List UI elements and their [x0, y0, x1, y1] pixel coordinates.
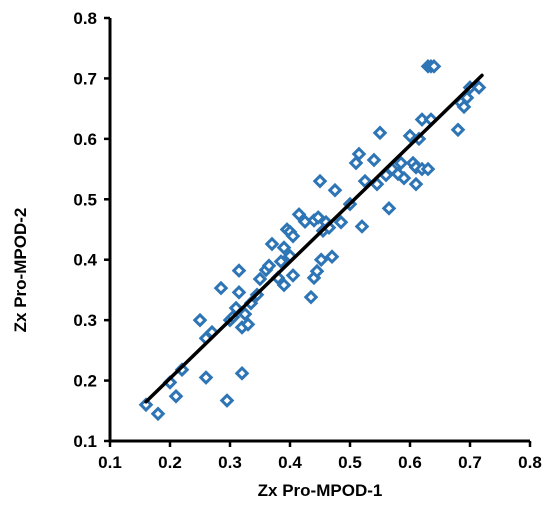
- y-tick-label: 0.5: [73, 190, 97, 209]
- data-point-marker: [381, 201, 397, 216]
- data-point-marker: [366, 152, 382, 168]
- x-tick-label: 0.2: [158, 453, 182, 472]
- data-point-marker: [138, 397, 154, 413]
- y-axis-title: Zx Pro-MPOD-2: [11, 208, 30, 333]
- data-point-marker: [261, 258, 277, 274]
- trend-line: [144, 73, 484, 404]
- data-point-marker: [420, 161, 436, 177]
- data-point-marker: [450, 122, 466, 138]
- y-tick-marks: [104, 16, 110, 443]
- x-tick-label: 0.6: [398, 453, 422, 472]
- x-tick-marks: [108, 441, 532, 447]
- data-point-marker: [276, 277, 292, 293]
- x-tick-label: 0.1: [98, 453, 122, 472]
- data-point-marker: [276, 240, 292, 255]
- y-tick-label: 0.4: [73, 251, 97, 270]
- data-point-marker: [285, 228, 301, 244]
- data-point-marker: [312, 173, 328, 189]
- data-point-marker: [273, 254, 289, 269]
- data-point-marker: [231, 263, 247, 278]
- data-point-marker: [198, 370, 214, 385]
- data-point-marker: [393, 155, 409, 171]
- data-point-marker: [231, 285, 247, 300]
- data-point-marker: [150, 406, 166, 422]
- data-point-marker: [426, 59, 442, 74]
- data-point-marker: [285, 268, 301, 283]
- data-point-marker: [264, 236, 280, 252]
- data-point-marker: [237, 306, 253, 322]
- data-point-marker: [252, 271, 268, 287]
- data-point-marker: [309, 263, 325, 279]
- data-point-marker: [313, 252, 329, 268]
- y-tick-label: 0.2: [73, 372, 97, 391]
- data-point-marker: [219, 393, 235, 408]
- data-point-marker: [291, 207, 307, 222]
- x-tick-label: 0.8: [518, 453, 542, 472]
- x-tick-label: 0.4: [278, 453, 302, 472]
- data-point-marker: [303, 289, 319, 305]
- x-axis-title: Zx Pro-MPOD-1: [258, 481, 383, 500]
- data-point-marker: [459, 90, 475, 106]
- y-tick-label: 0.7: [73, 69, 97, 88]
- data-point-marker: [402, 128, 418, 144]
- y-tick-label: 0.1: [73, 432, 97, 451]
- data-point-marker: [324, 249, 340, 265]
- y-tick-label: 0.6: [73, 130, 97, 149]
- data-point-marker: [408, 176, 424, 192]
- data-point-marker: [213, 280, 229, 296]
- data-point-marker: [354, 219, 370, 234]
- y-tick-label: 0.3: [73, 311, 97, 330]
- y-tick-label: 0.8: [73, 9, 97, 28]
- data-point-marker: [471, 80, 487, 95]
- data-point-marker: [327, 182, 343, 198]
- data-point-marker: [240, 317, 256, 332]
- data-point-marker: [234, 365, 250, 381]
- data-point-marker: [396, 170, 412, 186]
- x-tick-label: 0.3: [218, 453, 242, 472]
- data-point-marker: [310, 210, 326, 225]
- x-tick-label: 0.7: [458, 453, 482, 472]
- data-point-marker: [192, 312, 208, 328]
- data-point-marker: [333, 214, 349, 230]
- y-tick-labels: 0.1 0.2 0.3 0.4 0.5 0.6 0.7 0.8: [73, 9, 97, 451]
- data-point-marker: [351, 146, 367, 162]
- x-tick-label: 0.5: [338, 453, 362, 472]
- data-point-marker: [357, 173, 373, 189]
- data-point-marker: [372, 125, 388, 141]
- x-tick-labels: 0.1 0.2 0.3 0.4 0.5 0.6 0.7 0.8: [98, 453, 542, 472]
- plot-area: [138, 59, 487, 422]
- data-point-marker: [168, 388, 184, 404]
